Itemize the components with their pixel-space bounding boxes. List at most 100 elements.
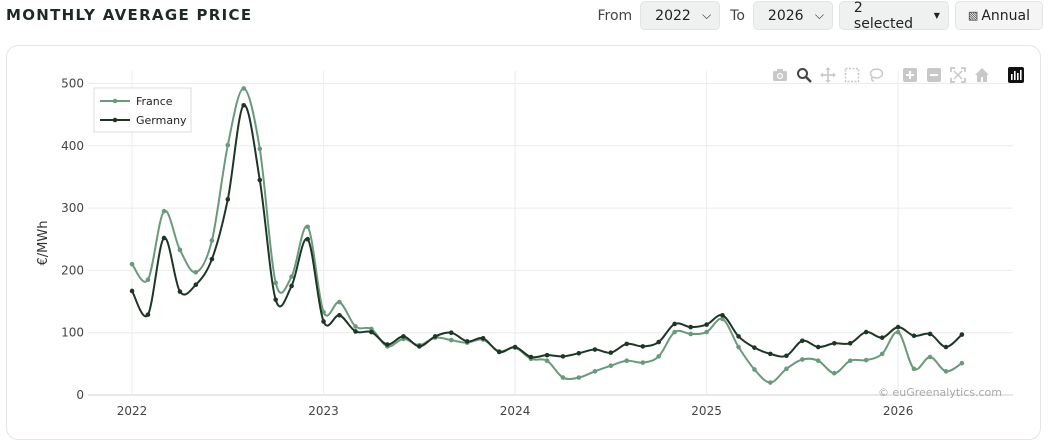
zoom-in-icon[interactable] (901, 66, 919, 84)
data-point-france[interactable] (145, 277, 151, 283)
camera-icon[interactable] (771, 66, 789, 84)
data-point-france[interactable] (720, 316, 725, 322)
data-point-france[interactable] (752, 367, 757, 372)
data-point-france[interactable] (895, 329, 901, 335)
plotly-logo-icon[interactable] (1007, 66, 1025, 84)
data-point-germany[interactable] (656, 339, 662, 345)
data-point-germany[interactable] (257, 177, 263, 183)
data-point-france[interactable] (736, 344, 741, 350)
data-point-france[interactable] (241, 86, 246, 91)
data-point-france[interactable] (161, 208, 167, 214)
data-point-germany[interactable] (145, 312, 151, 317)
zoom-out-icon[interactable] (925, 66, 943, 84)
reset-axes-icon[interactable] (973, 66, 991, 84)
data-point-germany[interactable] (943, 344, 949, 350)
data-point-france[interactable] (688, 331, 693, 337)
data-point-france[interactable] (177, 247, 183, 253)
data-point-france[interactable] (943, 369, 949, 374)
data-point-germany[interactable] (608, 350, 614, 355)
data-point-france[interactable] (225, 142, 231, 148)
data-point-france[interactable] (273, 280, 278, 286)
data-point-germany[interactable] (815, 344, 821, 350)
data-point-france[interactable] (624, 358, 630, 364)
data-point-germany[interactable] (927, 331, 933, 337)
data-point-france[interactable] (576, 375, 582, 380)
data-point-germany[interactable] (832, 340, 837, 346)
data-point-france[interactable] (784, 366, 789, 372)
data-point-france[interactable] (353, 324, 358, 329)
data-point-france[interactable] (879, 351, 885, 357)
data-point-germany[interactable] (800, 338, 805, 344)
data-point-france[interactable] (305, 224, 310, 230)
data-point-germany[interactable] (720, 312, 725, 318)
data-point-france[interactable] (448, 337, 454, 343)
data-point-france[interactable] (832, 370, 837, 376)
data-point-germany[interactable] (895, 324, 901, 330)
data-point-france[interactable] (560, 375, 566, 380)
data-point-france[interactable] (815, 358, 821, 364)
data-point-germany[interactable] (432, 334, 438, 339)
data-point-france[interactable] (847, 358, 853, 364)
box-select-icon[interactable] (843, 66, 861, 84)
data-point-france[interactable] (800, 357, 805, 362)
data-point-germany[interactable] (784, 353, 789, 359)
data-point-france[interactable] (592, 369, 598, 374)
data-point-germany[interactable] (847, 340, 853, 346)
data-point-germany[interactable] (417, 344, 422, 349)
data-point-germany[interactable] (688, 324, 693, 330)
data-point-germany[interactable] (544, 352, 550, 358)
to-year-select[interactable]: 2026 ⌵ (752, 1, 833, 30)
data-point-france[interactable] (959, 360, 965, 366)
data-point-france[interactable] (863, 357, 869, 363)
pan-icon[interactable] (819, 66, 837, 84)
data-point-germany[interactable] (672, 321, 677, 327)
price-chart[interactable]: 0 100 200 300 400 500 2022 2023 2024 2025 2026 €/M… (0, 0, 1051, 427)
data-point-germany[interactable] (736, 334, 741, 339)
data-point-france[interactable] (129, 261, 135, 267)
data-point-germany[interactable] (863, 329, 869, 335)
data-point-germany[interactable] (480, 336, 486, 341)
data-point-france[interactable] (911, 366, 917, 372)
data-point-germany[interactable] (241, 102, 246, 108)
data-point-germany[interactable] (464, 339, 470, 344)
data-point-germany[interactable] (177, 289, 183, 294)
data-point-germany[interactable] (337, 312, 342, 318)
data-point-germany[interactable] (560, 354, 566, 359)
autoscale-icon[interactable] (949, 66, 967, 84)
data-point-germany[interactable] (624, 341, 630, 347)
data-point-france[interactable] (289, 274, 294, 279)
data-point-france[interactable] (608, 363, 614, 369)
zoom-icon[interactable] (795, 66, 813, 84)
data-point-germany[interactable] (496, 349, 502, 355)
data-point-france[interactable] (927, 354, 933, 360)
from-year-select[interactable]: 2022 ⌵ (640, 1, 721, 30)
data-point-germany[interactable] (289, 283, 294, 289)
data-point-france[interactable] (768, 380, 773, 385)
data-point-france[interactable] (704, 329, 709, 335)
legend-label-germany[interactable]: Germany (136, 114, 187, 127)
lasso-select-icon[interactable] (867, 66, 885, 84)
data-point-germany[interactable] (209, 256, 215, 262)
data-point-france[interactable] (337, 299, 342, 305)
data-point-france[interactable] (257, 146, 263, 152)
annual-button[interactable]: ▧ Annual (954, 1, 1043, 30)
data-point-germany[interactable] (321, 319, 326, 324)
data-point-germany[interactable] (225, 197, 231, 202)
data-point-germany[interactable] (129, 288, 135, 294)
data-point-germany[interactable] (704, 322, 709, 327)
data-point-germany[interactable] (353, 329, 358, 334)
data-point-germany[interactable] (401, 334, 406, 339)
data-point-germany[interactable] (193, 282, 199, 288)
data-point-france[interactable] (656, 354, 662, 359)
data-point-germany[interactable] (640, 344, 646, 349)
data-point-france[interactable] (672, 329, 677, 335)
data-point-germany[interactable] (959, 332, 965, 337)
data-point-germany[interactable] (752, 345, 757, 350)
data-point-germany[interactable] (528, 354, 534, 360)
data-point-france[interactable] (544, 358, 550, 364)
data-point-germany[interactable] (592, 347, 598, 352)
data-point-germany[interactable] (448, 330, 454, 335)
data-point-germany[interactable] (305, 236, 310, 242)
data-point-france[interactable] (209, 238, 215, 243)
data-point-germany[interactable] (768, 351, 773, 357)
